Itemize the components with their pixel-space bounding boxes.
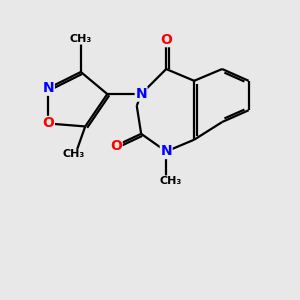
Text: CH₃: CH₃	[70, 34, 92, 44]
Text: O: O	[160, 33, 172, 46]
Text: N: N	[135, 87, 147, 101]
Text: N: N	[160, 145, 172, 158]
Text: O: O	[110, 139, 122, 153]
Text: CH₃: CH₃	[160, 176, 182, 186]
Text: CH₃: CH₃	[62, 149, 85, 159]
Text: N: N	[43, 81, 54, 95]
Text: O: O	[43, 116, 54, 130]
